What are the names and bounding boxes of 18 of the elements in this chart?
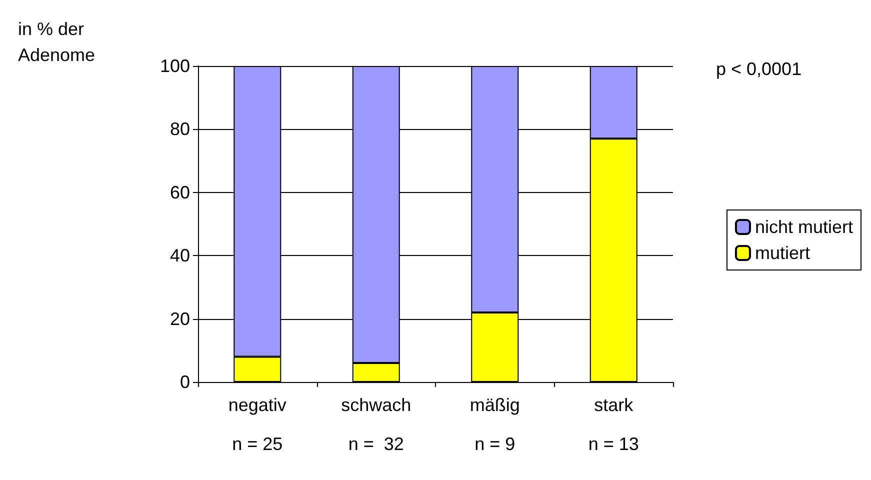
x-tick-label: mäßig xyxy=(470,395,520,415)
text: p < 0,0001 xyxy=(716,59,802,79)
y-tick-label: 80 xyxy=(170,119,190,140)
text: n = 32 xyxy=(348,434,404,454)
y-tick-label: 0 xyxy=(180,372,190,392)
legend-label: mutiert xyxy=(754,243,810,263)
text: n = 13 xyxy=(588,434,639,454)
x-tick-label: schwach xyxy=(341,395,412,415)
text: n = 25 xyxy=(232,434,283,454)
text: n = 9 xyxy=(474,434,516,454)
y-tick-label: 20 xyxy=(170,308,190,329)
legend-label: nicht mutiert xyxy=(754,217,854,237)
y-axis-title: in % der Adenome xyxy=(18,19,96,65)
y-tick-label: 60 xyxy=(170,182,190,202)
x-tick-label: negativ xyxy=(228,395,286,415)
x-tick-label: stark xyxy=(594,395,634,415)
y-tick-label: 100 xyxy=(160,56,190,76)
y-tick-label: 40 xyxy=(170,246,190,266)
